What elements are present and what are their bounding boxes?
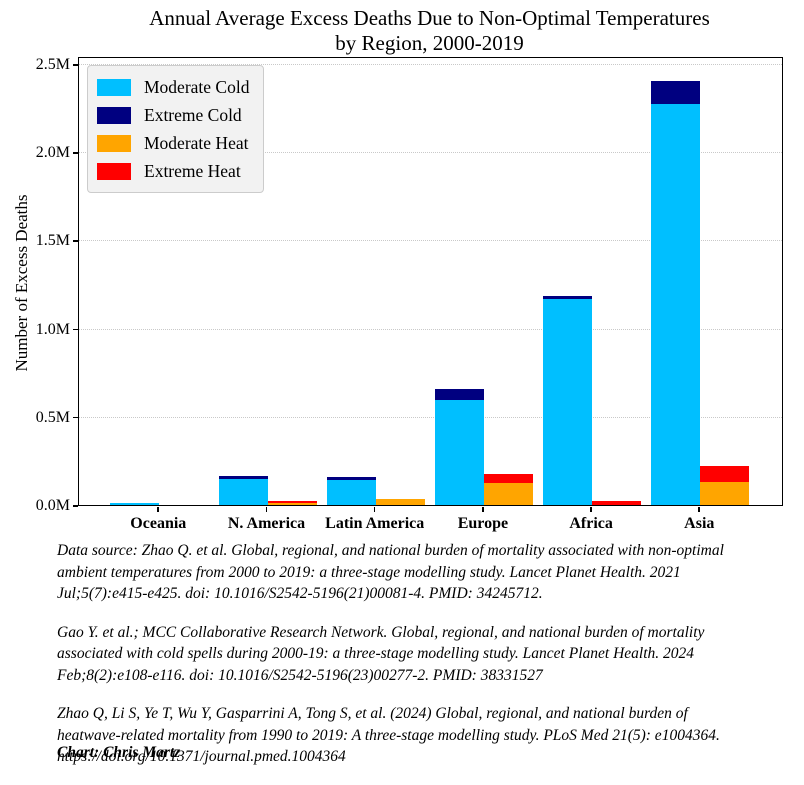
legend-swatch-icon [97, 78, 131, 96]
gridline [79, 328, 782, 330]
x-tick-mark [590, 507, 592, 513]
y-tick-label: 2.5M [35, 55, 70, 73]
bar-segment-oceania-moderate-cold [110, 502, 160, 505]
x-tick-mark [373, 507, 376, 513]
bar-segment-latin-america-moderate-cold [326, 480, 376, 505]
y-tick-mark [73, 328, 78, 331]
chart-legend: Moderate Cold Extreme Cold Moderate Heat Ex… [87, 65, 265, 193]
x-tick-label-oceania: Oceania [130, 515, 187, 532]
bar-segment-europe-extreme-cold [434, 389, 484, 400]
y-tick-label: 1.0M [35, 320, 70, 338]
citation-paragraph-3: Zhao Q, Li S, Ye T, Wu Y, Gasparrini A, … [57, 705, 720, 765]
y-tick-mark [73, 63, 78, 66]
plot-area: Moderate Cold Extreme Cold Moderate Heat Ex… [78, 57, 783, 506]
x-tick-mark [698, 507, 700, 513]
legend-label: Extreme Cold [144, 104, 242, 125]
x-tick-label-europe: Europe [457, 515, 509, 532]
x-tick-label-africa: Africa [569, 515, 613, 532]
bar-segment-n-america-moderate-heat [267, 502, 317, 505]
legend-swatch-icon [97, 162, 131, 180]
bar-segment-n-america-moderate-cold [218, 478, 268, 505]
bar-segment-latin-america-extreme-cold [326, 477, 376, 481]
y-tick-mark [73, 505, 78, 507]
bar-segment-n-america-extreme-cold [218, 475, 268, 479]
legend-label: Extreme Heat [144, 160, 241, 181]
bar-segment-europe-moderate-cold [434, 399, 484, 505]
legend-item-moderate-cold: Moderate Cold [97, 73, 249, 101]
chart-title: Annual Average Excess Deaths Due to Non-… [149, 6, 710, 55]
x-tick-mark [265, 507, 268, 513]
legend-item-extreme-cold: Extreme Cold [97, 101, 249, 129]
legend-item-moderate-heat: Moderate Heat [97, 129, 249, 157]
bar-segment-africa-extreme-heat [592, 500, 642, 505]
y-axis-title: Number of Excess Deaths [12, 194, 31, 372]
gridline [79, 240, 782, 242]
bar-segment-africa-moderate-cold [543, 298, 593, 505]
y-tick-mark [73, 240, 78, 242]
footer-citations: Data source: Zhao Q. et al. Global, regi… [57, 540, 787, 785]
gridline [79, 63, 782, 65]
x-tick-mark [157, 507, 159, 513]
bar-segment-n-america-extreme-heat [267, 500, 317, 503]
y-tick-label: 2.0M [35, 144, 70, 162]
legend-swatch-icon [97, 134, 131, 152]
legend-swatch-icon [97, 106, 131, 124]
gridline [79, 416, 782, 418]
bar-segment-latin-america-moderate-heat [375, 499, 425, 505]
legend-item-extreme-heat: Extreme Heat [97, 157, 249, 185]
x-tick-label-asia: Asia [684, 515, 715, 532]
x-tick-mark [481, 507, 484, 513]
y-tick-label: 0.0M [35, 497, 70, 514]
citation-paragraph-2: Gao Y. et al.; MCC Collaborative Researc… [57, 623, 705, 684]
legend-label: Moderate Cold [144, 76, 250, 97]
x-tick-label-latin-america: Latin America [325, 515, 425, 532]
bar-segment-asia-moderate-cold [651, 103, 701, 505]
bar-segment-asia-extreme-heat [700, 466, 750, 482]
legend-label: Moderate Heat [144, 132, 249, 153]
bar-segment-europe-extreme-heat [483, 473, 533, 484]
citation-paragraph-1: Data source: Zhao Q. et al. Global, regi… [57, 542, 724, 602]
bar-segment-asia-moderate-heat [700, 481, 750, 505]
bar-segment-europe-moderate-heat [483, 483, 533, 505]
y-tick-label: 0.5M [35, 408, 70, 426]
gridline [79, 152, 782, 154]
x-tick-label-n-america: N. America [227, 515, 306, 532]
chart-credit: Chart: Chris Martz [57, 744, 181, 761]
y-tick-mark [73, 416, 78, 419]
y-tick-mark [73, 152, 78, 154]
bar-segment-asia-extreme-cold [651, 81, 701, 104]
bar-segment-africa-extreme-cold [543, 296, 593, 299]
y-tick-label: 1.5M [35, 232, 70, 250]
